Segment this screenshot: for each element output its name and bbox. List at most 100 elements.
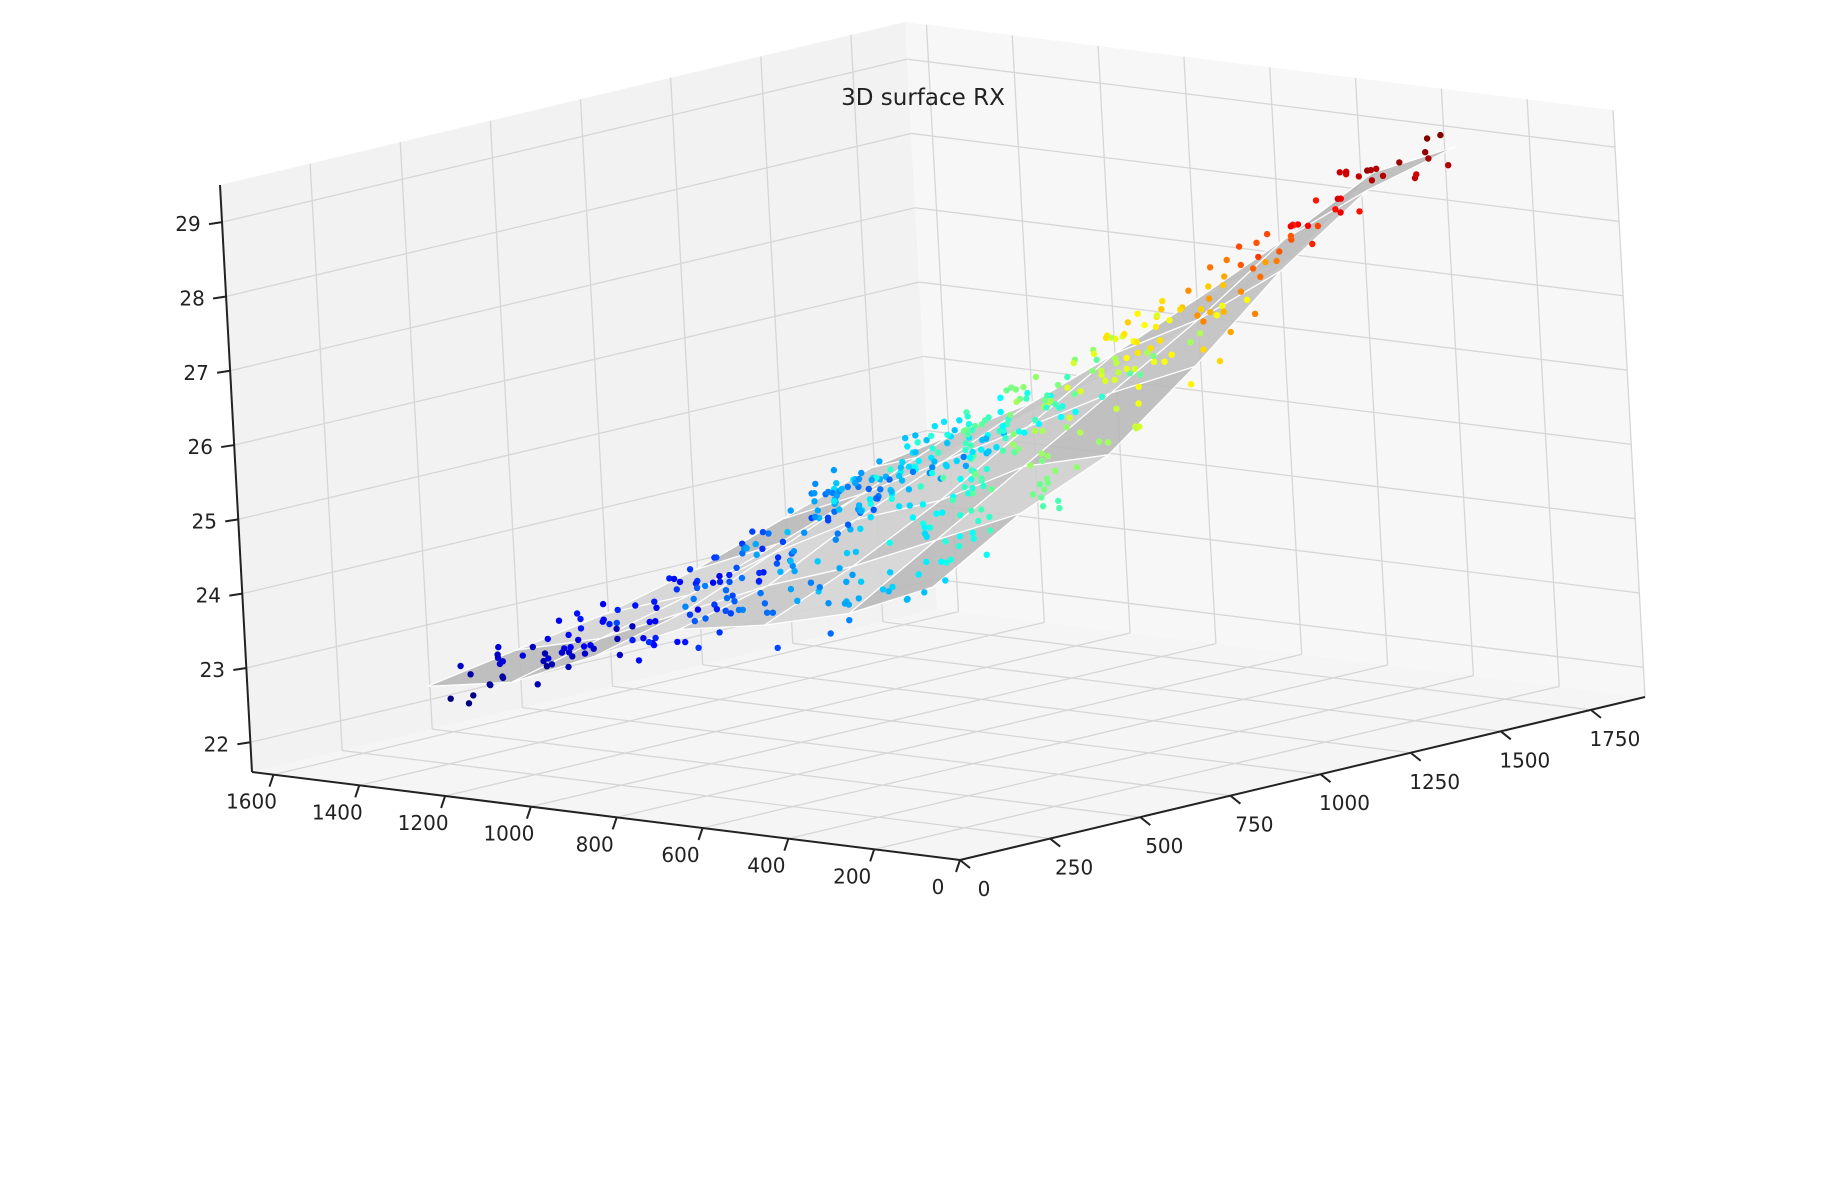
scatter-point	[1332, 206, 1339, 213]
scatter-point	[886, 539, 893, 546]
scatter-point	[1023, 395, 1030, 402]
scatter-point	[774, 644, 781, 652]
scatter-point	[1107, 334, 1114, 341]
scatter-point	[972, 471, 979, 478]
floor-gridline-y	[432, 728, 1141, 818]
scatter-point	[787, 557, 794, 565]
scatter-point	[1219, 282, 1227, 289]
y-tick-mark	[1139, 816, 1151, 826]
scatter-point	[1002, 434, 1009, 442]
scatter-point	[790, 548, 798, 555]
scatter-point	[897, 464, 905, 471]
scatter-point	[787, 507, 794, 514]
scatter-point	[970, 535, 977, 542]
scatter-point	[1185, 287, 1192, 294]
backwall-gridline-z	[923, 355, 1632, 446]
scatter-point	[956, 542, 963, 550]
scatter-point	[1207, 309, 1214, 316]
floor-gridline-y	[342, 749, 1051, 840]
scatter-point	[1123, 365, 1130, 372]
scatter-point	[670, 575, 678, 583]
scatter-point	[1013, 398, 1020, 405]
z-tick-mark	[229, 592, 243, 597]
scatter-point	[1196, 330, 1204, 337]
scatter-point	[738, 574, 746, 582]
scatter-point	[1134, 349, 1142, 357]
scatter-point	[540, 657, 547, 665]
scatter-point	[855, 595, 862, 602]
scatter-point	[909, 514, 917, 521]
scatter-point	[865, 485, 872, 493]
scatter-point	[1054, 381, 1062, 389]
scatter-point	[723, 594, 731, 602]
scatter-point	[1077, 388, 1084, 395]
y-tick-label: 1000	[1319, 791, 1370, 815]
scatter-point	[888, 495, 895, 502]
scatter-point	[874, 495, 881, 502]
scatter-point	[1187, 339, 1194, 346]
scatter-point	[1042, 397, 1049, 404]
scatter-point	[759, 528, 767, 536]
x-tick-mark	[525, 806, 532, 819]
scatter-point	[761, 600, 769, 607]
scatter-point	[1104, 439, 1112, 446]
axis-lines	[208, 184, 1646, 873]
scatter-point	[1073, 464, 1081, 471]
scatter-point	[877, 486, 884, 493]
scatter-point	[496, 660, 504, 668]
scatter-point	[726, 571, 733, 579]
scatter-point	[956, 417, 963, 424]
scatter-point	[682, 638, 689, 646]
scatter-point	[1373, 165, 1380, 172]
scatter-point	[975, 517, 982, 525]
backwall-gridline-z	[935, 578, 1644, 668]
floor-gridline-x	[530, 643, 1217, 808]
scatter-point	[773, 560, 781, 567]
z-axis-line	[219, 184, 253, 773]
scatter-point	[1287, 232, 1295, 240]
scatter-point	[1379, 172, 1387, 179]
scatter-point	[1253, 239, 1260, 246]
scatter-point	[726, 578, 733, 585]
floor-gridline-x	[702, 664, 1388, 829]
scatter-point	[985, 448, 992, 455]
scatter-point	[858, 469, 865, 477]
grid-lines	[219, 24, 1646, 861]
scatter-point	[929, 445, 936, 452]
scatter-point	[791, 567, 798, 575]
scatter-point	[921, 530, 929, 537]
scatter-point	[987, 527, 994, 534]
scatter-point	[565, 631, 572, 639]
scatter-point	[1044, 452, 1052, 460]
scatter-point	[1355, 173, 1363, 180]
scatter-point	[857, 578, 865, 585]
scatter-point	[919, 501, 927, 508]
scatter-point	[967, 442, 975, 449]
scatter-point	[1153, 312, 1161, 319]
scatter-point	[831, 497, 838, 505]
scatter-point	[1029, 491, 1037, 498]
scatter-point	[1123, 354, 1130, 362]
scatter-point	[565, 663, 572, 671]
scatter-point	[811, 513, 819, 520]
scatter-point	[614, 635, 621, 643]
scatter-point	[1262, 258, 1269, 266]
scatter-point	[903, 596, 911, 603]
scatter-point	[1312, 197, 1320, 204]
z-tick-label: 27	[183, 361, 208, 385]
scatter-point	[1063, 424, 1070, 431]
scatter-point	[599, 600, 607, 608]
scatter-point	[1136, 423, 1143, 430]
scatter-point	[1135, 400, 1142, 407]
sidewall-gridline-z	[229, 207, 916, 372]
scatter-point	[1043, 404, 1050, 411]
scatter-point	[857, 508, 865, 515]
scatter-point	[565, 649, 573, 656]
scatter-point	[1071, 390, 1078, 398]
scatter-point	[1219, 302, 1226, 309]
scatter-point	[1027, 462, 1034, 469]
scatter-point	[902, 434, 909, 442]
scatter-point	[722, 607, 729, 614]
scatter-point	[1287, 223, 1295, 230]
x-tick-mark	[697, 827, 704, 841]
